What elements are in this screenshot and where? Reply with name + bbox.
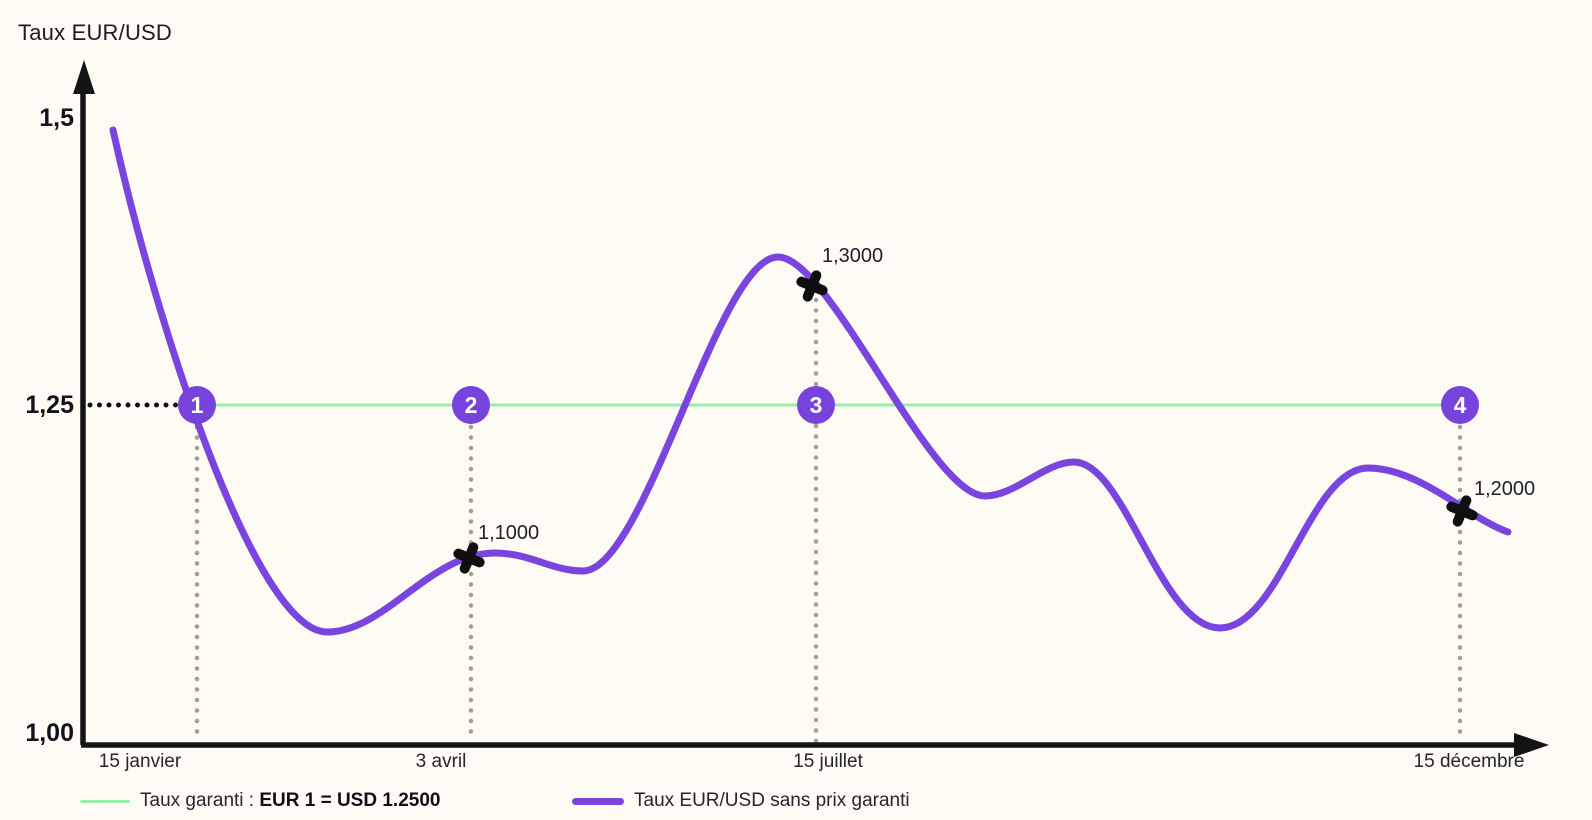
xlabel-15-juillet: 15 juillet [793,751,863,772]
legend-guaranteed-line-icon [80,800,130,803]
legend-market-label: Taux EUR/USD sans prix garanti [634,790,910,811]
rate-label-1-2000: 1,2000 [1474,478,1536,500]
event-circle-3-number: 3 [809,391,823,418]
x-axis-arrow-icon [1514,733,1549,757]
legend-guaranteed-label: Taux garanti : EUR 1 = USD 1.2500 [140,789,440,813]
rate-marker-2-icon [453,542,485,574]
event-circle-1: 1 [178,386,216,424]
xlabel-15-decembre: 15 décembre [1413,751,1525,772]
event-circle-2-number: 2 [464,391,478,418]
ytick-1-5: 1,5 [39,104,74,132]
ytick-1-00: 1,00 [25,719,74,747]
rate-marker-3-icon [796,270,828,302]
rate-label-1-1000: 1,1000 [478,522,540,544]
chart-title: Taux EUR/USD [18,20,172,45]
xlabel-3-avril: 3 avril [415,751,467,772]
rate-curve [109,126,1512,636]
event-circle-1-number: 1 [190,391,204,418]
ytick-1-25: 1,25 [25,391,74,419]
event-circle-3: 3 [797,386,835,424]
rate-marker-4-icon [1446,495,1478,527]
rate-label-1-3000: 1,3000 [822,245,884,267]
legend-market-line-icon [572,798,624,805]
legend-guaranteed-rate-value: EUR 1 = USD 1.2500 [259,790,441,811]
y-axis-arrow-icon [73,60,95,94]
xlabel-15-janvier: 15 janvier [98,751,182,772]
event-circle-4: 4 [1441,386,1479,424]
event-circle-4-number: 4 [1453,391,1467,418]
event-circle-2: 2 [452,386,490,424]
legend-guaranteed-prefix: Taux garanti : [140,790,260,811]
